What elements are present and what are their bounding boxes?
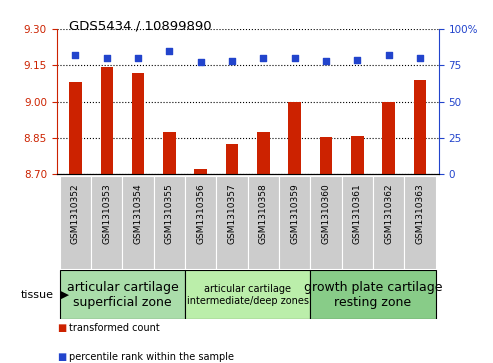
Bar (311, 176, 342, 269)
Point (291, 55, 299, 61)
Bar (69, 82, 82, 174)
Text: GSM1310357: GSM1310357 (228, 183, 237, 244)
Bar (311, 270, 436, 319)
Text: GSM1310359: GSM1310359 (290, 183, 299, 244)
Text: GSM1310354: GSM1310354 (134, 183, 142, 244)
Text: percentile rank within the sample: percentile rank within the sample (69, 352, 234, 362)
Bar (257, 132, 270, 174)
Point (322, 58, 330, 64)
Text: ■: ■ (57, 323, 66, 333)
Point (166, 48, 174, 54)
Bar (216, 176, 248, 269)
Text: articular cartilage
superficial zone: articular cartilage superficial zone (67, 281, 178, 309)
Bar (60, 270, 185, 319)
Bar (185, 270, 311, 319)
Text: GSM1310358: GSM1310358 (259, 183, 268, 244)
Bar (101, 66, 113, 174)
Point (197, 60, 205, 65)
Text: GSM1310352: GSM1310352 (71, 183, 80, 244)
Point (385, 52, 392, 58)
Text: GSM1310356: GSM1310356 (196, 183, 205, 244)
Text: transformed count: transformed count (69, 323, 160, 333)
Text: growth plate cartilage
resting zone: growth plate cartilage resting zone (304, 281, 442, 309)
Point (103, 55, 111, 61)
Text: ■: ■ (57, 352, 66, 362)
Bar (132, 73, 144, 174)
Bar (122, 176, 154, 269)
Text: tissue: tissue (21, 290, 54, 300)
Text: GSM1310362: GSM1310362 (384, 183, 393, 244)
Text: articular cartilage
intermediate/deep zones: articular cartilage intermediate/deep zo… (187, 284, 309, 306)
Bar (373, 176, 404, 269)
Bar (185, 176, 216, 269)
Bar (342, 176, 373, 269)
Bar (404, 176, 436, 269)
Bar (163, 132, 176, 174)
Point (259, 55, 267, 61)
Bar (351, 136, 364, 174)
Point (228, 58, 236, 64)
Text: ▶: ▶ (57, 290, 69, 300)
Bar (60, 176, 91, 269)
Bar (288, 102, 301, 174)
Point (71, 52, 79, 58)
Bar (154, 176, 185, 269)
Text: GSM1310360: GSM1310360 (321, 183, 330, 244)
Bar (248, 176, 279, 269)
Bar (414, 80, 426, 174)
Text: GSM1310355: GSM1310355 (165, 183, 174, 244)
Bar (226, 144, 238, 174)
Bar (320, 138, 332, 174)
Bar (195, 170, 207, 174)
Point (353, 57, 361, 62)
Text: GDS5434 / 10899890: GDS5434 / 10899890 (69, 20, 211, 33)
Bar (383, 102, 395, 174)
Bar (91, 176, 122, 269)
Bar (279, 176, 311, 269)
Text: GSM1310353: GSM1310353 (103, 183, 111, 244)
Text: GSM1310361: GSM1310361 (353, 183, 362, 244)
Point (416, 55, 424, 61)
Text: GSM1310363: GSM1310363 (416, 183, 424, 244)
Point (134, 55, 142, 61)
